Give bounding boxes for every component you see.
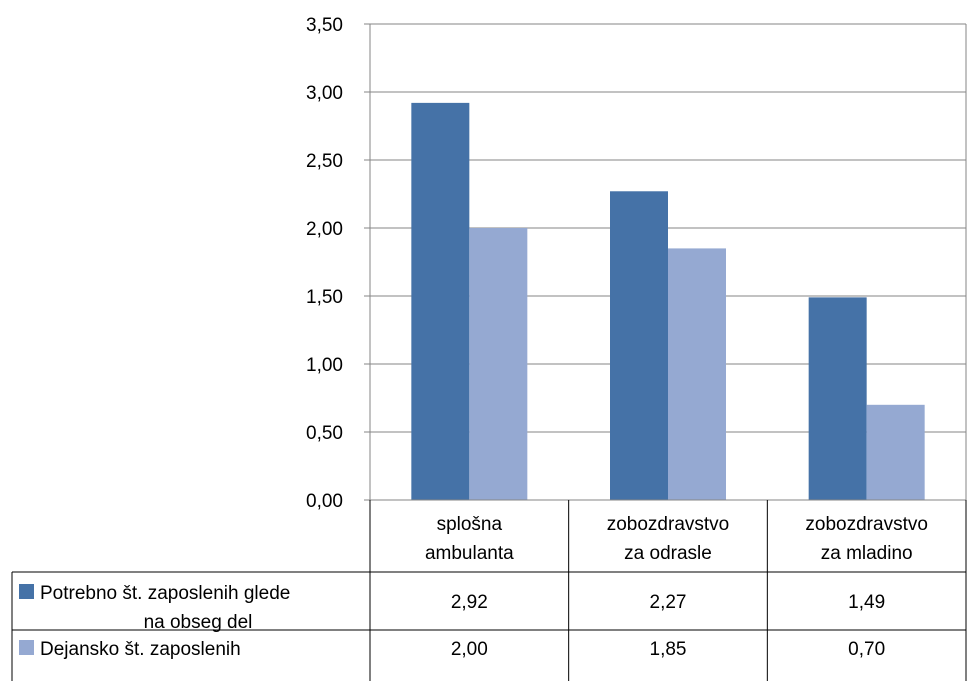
category-label: ambulanta xyxy=(425,543,514,564)
y-tick-label: 2,50 xyxy=(306,151,343,172)
legend-label: Potrebno št. zaposlenih glede xyxy=(40,583,290,604)
category-label: splošna xyxy=(437,514,503,535)
bars xyxy=(411,102,925,500)
category-label: za odrasle xyxy=(624,543,712,564)
y-tick-label: 3,00 xyxy=(306,83,343,104)
axes xyxy=(364,23,967,501)
table-value: 2,27 xyxy=(650,592,687,613)
legend-label: na obseg del xyxy=(144,612,253,633)
table-value: 2,92 xyxy=(451,592,488,613)
bar-series-1-cat-1 xyxy=(411,102,470,500)
y-tick-label: 1,00 xyxy=(306,355,343,376)
bar-series-1-cat-3 xyxy=(808,297,867,500)
y-tick-label: 0,00 xyxy=(306,491,343,512)
category-label: zobozdravstvo xyxy=(805,514,928,535)
category-label: zobozdravstvo xyxy=(607,514,730,535)
legend-key-series-2 xyxy=(19,640,34,655)
legend-key-series-1 xyxy=(19,584,34,599)
y-tick-label: 1,50 xyxy=(306,287,343,308)
table-value: 1,85 xyxy=(650,639,687,660)
y-tick-label: 3,50 xyxy=(306,15,343,36)
table-value: 1,49 xyxy=(848,592,885,613)
bar-series-2-cat-1 xyxy=(469,228,528,500)
bar-series-2-cat-2 xyxy=(668,248,726,500)
y-tick-label: 0,50 xyxy=(306,423,343,444)
data-table: splošna ambulanta zobozdravstvo za odrasle z… xyxy=(11,500,967,681)
bar-series-2-cat-3 xyxy=(866,404,925,500)
y-tick-label: 2,00 xyxy=(306,219,343,240)
table-value: 0,70 xyxy=(848,639,885,660)
bar-series-1-cat-2 xyxy=(610,191,668,500)
table-value: 2,00 xyxy=(451,639,488,660)
category-label: za mladino xyxy=(821,543,913,564)
y-tick-labels: 0,00 0,50 1,00 1,50 2,00 2,50 3,00 3,50 xyxy=(306,15,343,512)
legend-label: Dejansko št. zaposlenih xyxy=(40,639,241,660)
